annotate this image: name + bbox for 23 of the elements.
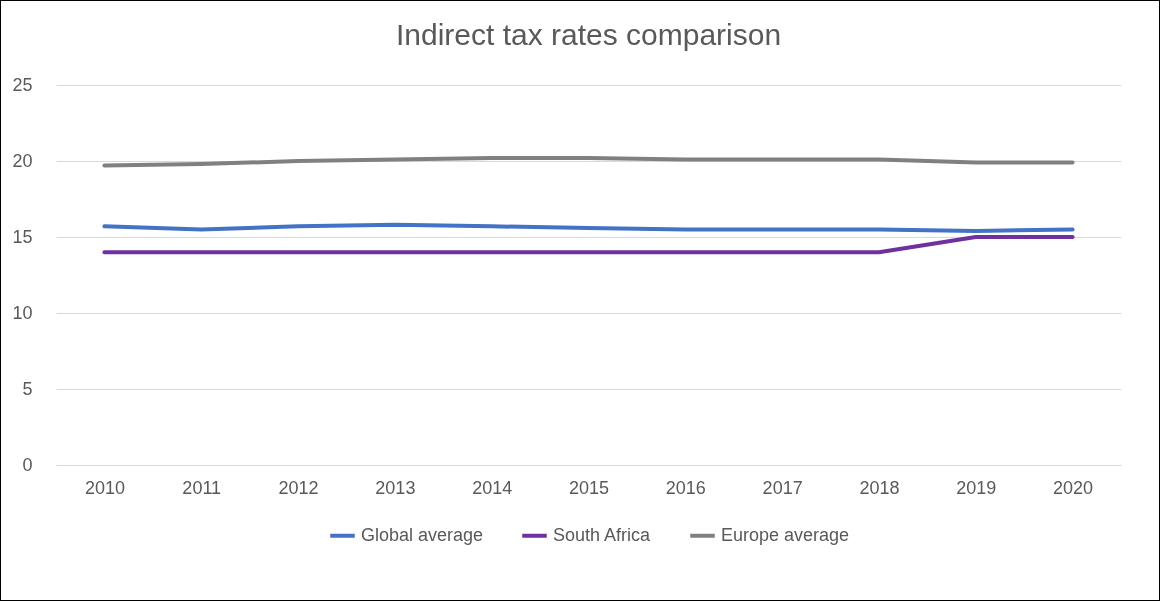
x-tick-label: 2018 bbox=[859, 477, 900, 498]
x-tick-label: 2016 bbox=[665, 477, 706, 498]
y-tick-label: 0 bbox=[22, 454, 33, 475]
x-tick-label: 2013 bbox=[375, 477, 416, 498]
x-tick-label: 2017 bbox=[762, 477, 803, 498]
legend-label: Global average bbox=[361, 524, 484, 545]
line-series bbox=[102, 155, 1075, 168]
legend-label: South Africa bbox=[553, 524, 652, 545]
x-tick-label: 2015 bbox=[568, 477, 610, 498]
chart-title: Indirect tax rates comparison bbox=[395, 18, 782, 51]
line-series bbox=[102, 222, 1075, 233]
y-tick-label: 10 bbox=[12, 302, 33, 323]
x-tick-label: 2014 bbox=[472, 477, 513, 498]
x-tick-label: 2020 bbox=[1053, 477, 1094, 498]
y-tick-label: 20 bbox=[12, 150, 33, 171]
y-tick-label: 5 bbox=[22, 378, 33, 399]
y-tick-label: 15 bbox=[12, 226, 33, 247]
legend-label: Europe average bbox=[721, 524, 850, 545]
x-tick-label: 2011 bbox=[182, 477, 222, 498]
x-tick-label: 2012 bbox=[278, 477, 319, 498]
x-tick-label: 2019 bbox=[956, 477, 997, 498]
y-tick-label: 25 bbox=[12, 74, 33, 95]
x-tick-label: 2010 bbox=[84, 477, 125, 498]
